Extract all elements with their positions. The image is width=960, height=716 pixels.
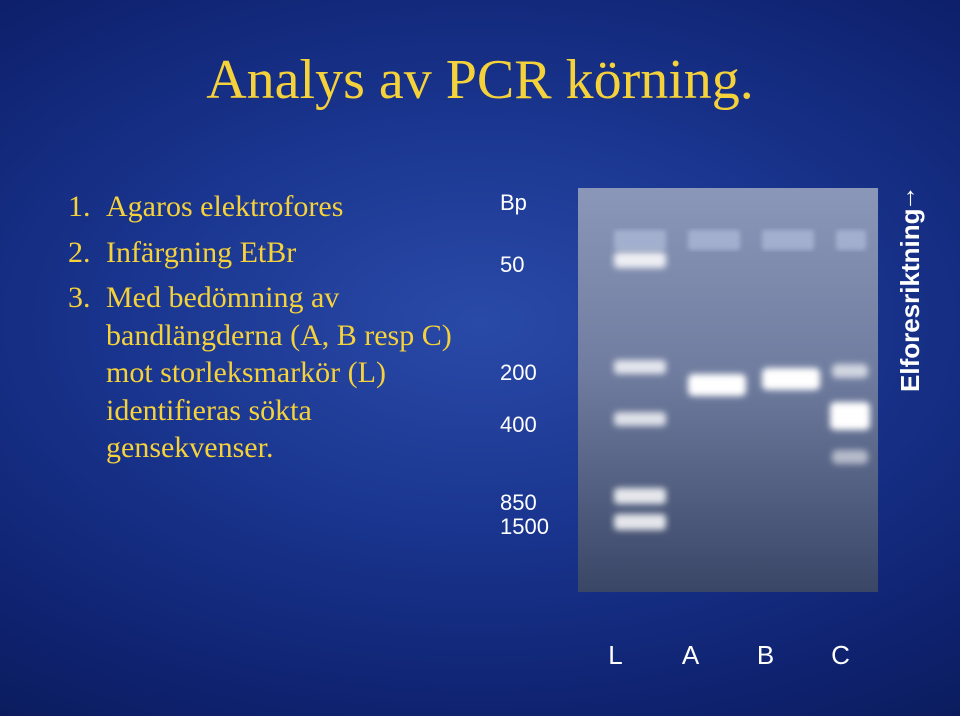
- list-item: 2. Infärgning EtBr: [68, 234, 468, 272]
- bp-tick: 50: [500, 252, 524, 278]
- list-item-text: Agaros elektrofores: [106, 188, 468, 226]
- lane-label: A: [653, 640, 728, 671]
- bp-tick: 200: [500, 360, 537, 386]
- direction-text: Elforesriktning: [895, 209, 925, 392]
- list-item-text: Infärgning EtBr: [106, 234, 468, 272]
- list-item: 3. Med bedömning av bandlängderna (A, B …: [68, 279, 468, 467]
- bp-tick: 1500: [500, 514, 549, 540]
- list-item: 1. Agaros elektrofores: [68, 188, 468, 226]
- numbered-list: 1. Agaros elektrofores 2. Infärgning EtB…: [68, 188, 468, 475]
- list-item-number: 2.: [68, 234, 106, 272]
- lane-labels: L A B C: [578, 640, 878, 671]
- bp-header: Bp: [500, 190, 570, 220]
- arrow-up-icon: ↑: [904, 181, 917, 212]
- direction-label: Elforesriktning↑: [895, 190, 926, 392]
- list-item-text: Med bedömning av bandlängderna (A, B res…: [106, 279, 468, 467]
- lane-label: B: [728, 640, 803, 671]
- list-item-number: 1.: [68, 188, 106, 226]
- bp-tick: 850: [500, 490, 537, 516]
- gel-image: [578, 188, 878, 592]
- list-item-number: 3.: [68, 279, 106, 467]
- bp-scale: Bp 50 200 400 850 1500: [500, 190, 570, 220]
- bp-tick: 400: [500, 412, 537, 438]
- lane-label: L: [578, 640, 653, 671]
- lane-label: C: [803, 640, 878, 671]
- page-title: Analys av PCR körning.: [0, 48, 960, 112]
